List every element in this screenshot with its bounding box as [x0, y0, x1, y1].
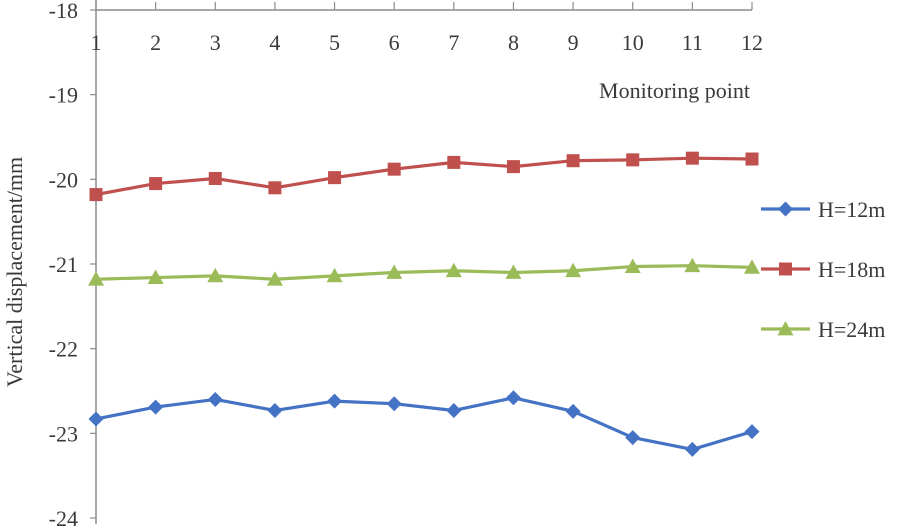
data-point — [387, 162, 401, 176]
series-lines — [88, 151, 760, 457]
data-point — [565, 262, 582, 278]
data-point — [88, 271, 104, 286]
legend-item: H=12m — [761, 197, 885, 222]
legend-label: H=18m — [818, 257, 885, 282]
series-h-12m — [88, 390, 760, 457]
data-point — [626, 153, 640, 167]
data-point — [447, 155, 461, 169]
x-tick-label: 4 — [269, 30, 280, 55]
series-h-24m — [88, 257, 760, 286]
y-axis: -18 -19 -20 -21 -22 -23 -24 — [49, 0, 97, 531]
data-point — [566, 154, 580, 168]
y-tick-label: -20 — [49, 167, 78, 192]
data-point — [327, 393, 343, 409]
data-point — [89, 188, 103, 202]
x-tick-label: 12 — [741, 30, 763, 55]
legend-marker — [779, 262, 792, 276]
data-point — [147, 269, 164, 284]
data-point — [208, 171, 222, 185]
data-point — [267, 402, 283, 418]
series-line — [95, 396, 753, 452]
data-point — [744, 424, 760, 440]
data-point — [745, 152, 759, 166]
data-point — [445, 262, 462, 278]
y-tick-label: -19 — [49, 83, 78, 108]
x-tick-label: 11 — [682, 30, 703, 55]
y-tick-label: -18 — [49, 0, 78, 23]
x-tick-label: 5 — [329, 30, 340, 55]
data-point — [268, 181, 282, 195]
data-point — [326, 267, 343, 283]
data-point — [88, 411, 104, 427]
data-point — [148, 399, 164, 415]
data-point — [328, 171, 342, 185]
data-point — [624, 258, 641, 273]
data-point — [149, 177, 163, 191]
y-tick-label: -23 — [49, 421, 78, 446]
x-tick-label: 6 — [389, 30, 400, 55]
data-point — [565, 403, 581, 419]
data-point — [446, 402, 462, 418]
x-tick-label: 2 — [150, 30, 161, 55]
x-tick-label: 9 — [568, 30, 579, 55]
data-point — [684, 257, 701, 273]
y-axis-title: Vertical displacement/mm — [2, 157, 27, 387]
data-point — [266, 271, 283, 286]
x-tick-label: 3 — [210, 30, 221, 55]
x-tick-label: 10 — [622, 30, 644, 55]
x-tick-label: 7 — [448, 30, 459, 55]
y-tick-label: -21 — [49, 252, 78, 277]
legend: H=12m H=18m H=24m — [761, 197, 885, 342]
y-tick-label: -24 — [49, 506, 78, 531]
data-point — [386, 396, 402, 412]
legend-marker — [778, 201, 793, 217]
data-point — [506, 160, 520, 174]
data-point — [207, 391, 223, 407]
x-axis-title: Monitoring point — [599, 78, 750, 103]
legend-label: H=24m — [818, 317, 885, 342]
data-point — [744, 259, 760, 274]
data-point — [386, 264, 403, 279]
y-tick-label: -22 — [49, 337, 78, 362]
series-h-18m — [89, 151, 759, 202]
data-point — [684, 441, 700, 457]
legend-marker — [777, 321, 794, 336]
x-tick-label: 8 — [508, 30, 519, 55]
data-point — [685, 151, 699, 165]
legend-label: H=12m — [818, 197, 885, 222]
data-point — [505, 390, 521, 406]
data-point — [505, 264, 522, 279]
legend-item: H=24m — [761, 317, 885, 342]
x-tick-label: 1 — [91, 30, 102, 55]
x-axis: 1 2 3 4 5 6 7 8 9 10 11 12 — [91, 2, 763, 55]
data-point — [207, 267, 224, 283]
legend-item: H=18m — [761, 257, 885, 282]
series-line — [95, 264, 753, 281]
data-point — [625, 430, 641, 446]
series-line — [95, 156, 753, 197]
